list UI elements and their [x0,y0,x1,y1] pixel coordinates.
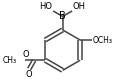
Text: OH: OH [73,1,86,11]
Text: CH₃: CH₃ [3,56,17,65]
Text: O: O [25,70,32,79]
Text: HO: HO [39,1,52,11]
Text: OCH₃: OCH₃ [93,36,113,44]
Text: O: O [22,50,29,59]
Text: B: B [59,11,66,21]
